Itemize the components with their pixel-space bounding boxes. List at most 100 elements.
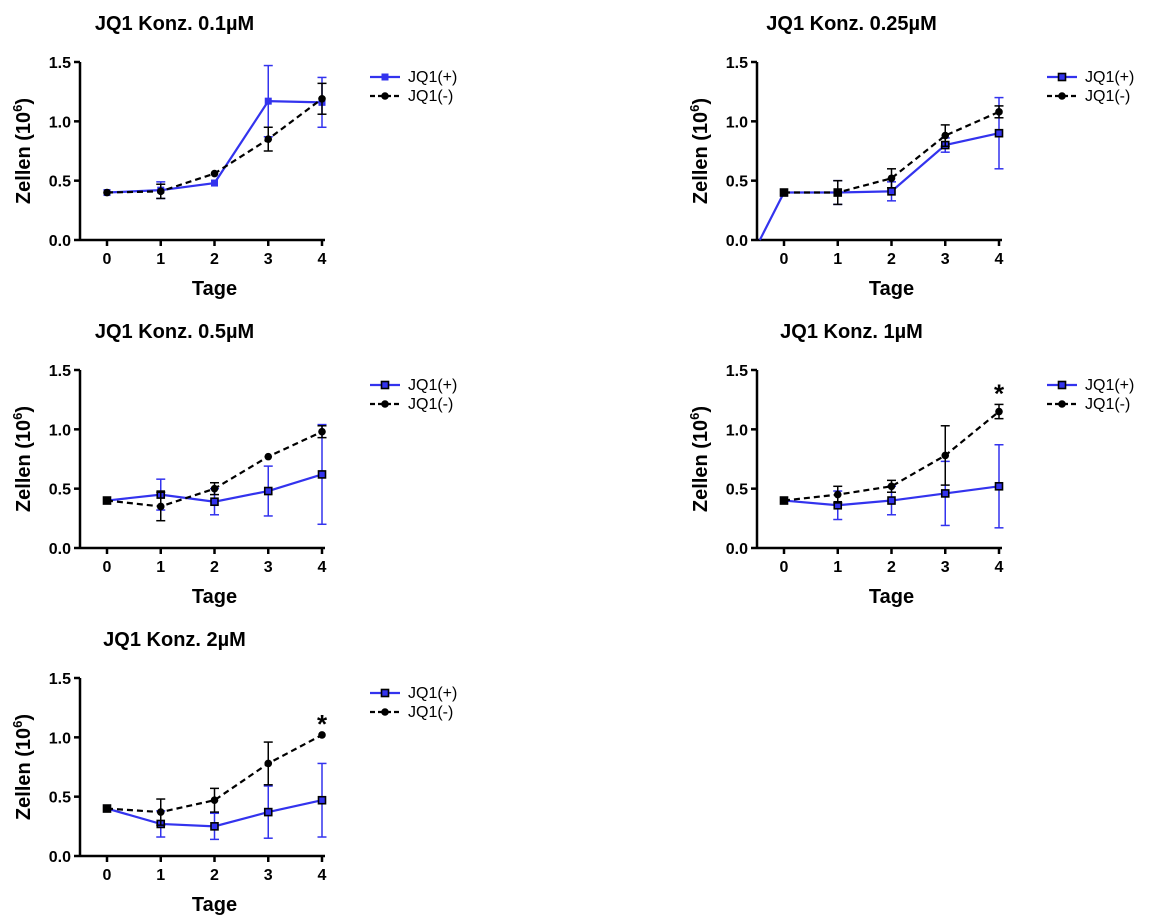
legend-marker: [1058, 92, 1066, 100]
x-tick-label: 0: [103, 867, 112, 884]
x-tick-label: 3: [941, 251, 950, 268]
y-tick-label: 1.0: [726, 114, 748, 131]
x-axis-label: Tage: [869, 278, 914, 300]
legend-item: JQ1(-): [1047, 396, 1130, 413]
data-point: [211, 179, 218, 187]
legend-marker: [380, 380, 390, 390]
y-axis-label: Zellen (106): [10, 98, 35, 204]
series-jq1-minus: [103, 731, 326, 826]
x-tick-label: 1: [156, 559, 165, 576]
x-tick-label: 0: [780, 251, 789, 268]
data-point: [264, 135, 273, 143]
series-jq1-minus: [103, 82, 327, 200]
series-jq1-plus: [102, 423, 327, 526]
y-tick-label: 0.5: [49, 174, 71, 191]
data-point: [318, 94, 326, 103]
data-point: [833, 490, 842, 499]
legend-marker: [380, 688, 390, 698]
data-point: [833, 188, 842, 197]
chart-panel: JQ1 Konz. 0.5µM 0.0 0.5 1.0 1.5 0 1 2 3 4 Tage Zell…: [10, 321, 457, 608]
y-tick-label: 0.0: [726, 233, 748, 250]
data-point: [318, 427, 326, 436]
x-tick-label: 2: [210, 559, 219, 576]
series-jq1-minus: [103, 425, 327, 522]
data-point: [263, 486, 273, 496]
chart-panel: JQ1 Konz. 0.25µM 0.0 0.5 1.0 1.5 0 1 2 3 4 Tage Zel…: [687, 13, 1134, 300]
data-point: [210, 484, 219, 493]
chart-title: JQ1 Konz. 2µM: [103, 629, 246, 651]
data-point: [318, 731, 326, 739]
x-tick-label: 3: [264, 251, 273, 268]
data-point: [156, 502, 165, 511]
legend-label: JQ1(+): [408, 69, 457, 86]
legend-item: JQ1(-): [370, 88, 453, 105]
data-point: [156, 187, 165, 196]
y-tick-label: 0.0: [49, 541, 71, 558]
legend-item: JQ1(+): [370, 69, 457, 86]
y-axis-label-sup: 6: [10, 413, 25, 420]
x-tick-label: 4: [318, 559, 327, 576]
data-point: [995, 108, 1003, 116]
y-tick-label: 0.0: [726, 541, 748, 558]
series-line: [783, 410, 1000, 502]
legend-marker: [1058, 400, 1066, 408]
y-axis-label: Zellen (106): [10, 714, 35, 820]
y-tick-label: 0.5: [49, 790, 71, 807]
series-line: [758, 132, 1000, 241]
y-tick-label: 0.0: [49, 849, 71, 866]
x-tick-label: 4: [318, 867, 327, 884]
x-tick-label: 0: [780, 559, 789, 576]
legend-label: JQ1(-): [1085, 396, 1130, 413]
y-tick-label: 1.0: [726, 422, 748, 439]
y-tick-label: 0.5: [726, 482, 748, 499]
data-point: [317, 470, 327, 479]
legend-item: JQ1(-): [370, 396, 453, 413]
chart-title: JQ1 Konz. 0.5µM: [95, 321, 254, 343]
y-axis-label-text: Zellen (10: [690, 112, 712, 204]
series-line: [106, 733, 323, 814]
x-tick-label: 3: [264, 867, 273, 884]
legend-marker: [381, 708, 389, 716]
chart-panel: JQ1 Konz. 1µM 0.0 0.5 1.0 1.5 0 1 2 3 4 Tage Zellen…: [687, 321, 1134, 608]
legend-marker: [381, 92, 389, 100]
data-point: [210, 169, 219, 178]
data-point: [887, 482, 896, 491]
y-tick-label: 0.0: [49, 233, 71, 250]
data-point: [156, 808, 165, 816]
data-point: [995, 407, 1003, 416]
data-point: [780, 188, 788, 197]
y-tick-label: 1.0: [49, 730, 71, 747]
series-jq1-minus: [780, 105, 1004, 206]
legend-item: JQ1(+): [370, 685, 457, 702]
x-tick-label: 4: [318, 251, 327, 268]
x-tick-label: 1: [156, 251, 165, 268]
y-tick-label: 0.5: [726, 174, 748, 191]
chart-title: JQ1 Konz. 0.25µM: [766, 13, 936, 35]
y-axis-label-text: Zellen (10: [690, 420, 712, 512]
legend-marker: [1057, 380, 1067, 390]
data-point: [263, 807, 273, 817]
significance-marker: *: [994, 378, 1005, 408]
data-point: [887, 496, 896, 505]
y-axis-label-close: ): [690, 98, 712, 105]
x-tick-label: 1: [833, 559, 842, 576]
x-tick-label: 2: [887, 251, 896, 268]
x-tick-label: 3: [264, 559, 273, 576]
y-axis-label-text: Zellen (10: [13, 420, 35, 512]
legend-label: JQ1(+): [408, 377, 457, 394]
chart-panel: JQ1 Konz. 0.1µM 0.0 0.5 1.0 1.5 0 1 2 3 4 Tage Zell…: [10, 13, 457, 300]
y-axis-label: Zellen (106): [687, 406, 712, 512]
y-axis-label-close: ): [13, 98, 35, 105]
x-tick-label: 2: [210, 867, 219, 884]
y-axis-label: Zellen (106): [10, 406, 35, 512]
legend-item: JQ1(+): [1047, 69, 1134, 86]
legend-label: JQ1(+): [1085, 377, 1134, 394]
y-tick-label: 1.0: [49, 114, 71, 131]
data-point: [103, 188, 111, 197]
legend-label: JQ1(-): [1085, 88, 1130, 105]
x-tick-label: 2: [210, 251, 219, 268]
data-point: [264, 97, 272, 105]
legend-label: JQ1(-): [408, 704, 453, 721]
legend-item: JQ1(-): [1047, 88, 1130, 105]
